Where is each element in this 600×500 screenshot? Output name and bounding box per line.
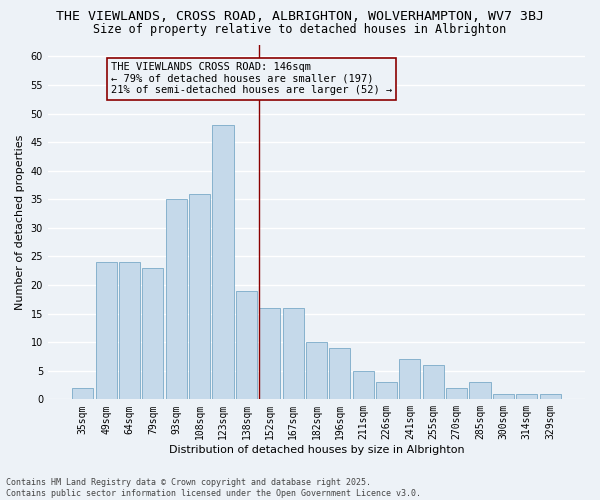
- Bar: [400, 360, 421, 400]
- Bar: [353, 371, 374, 400]
- Text: Size of property relative to detached houses in Albrighton: Size of property relative to detached ho…: [94, 22, 506, 36]
- X-axis label: Distribution of detached houses by size in Albrighton: Distribution of detached houses by size …: [169, 445, 464, 455]
- Bar: [236, 290, 257, 400]
- Bar: [283, 308, 304, 400]
- Bar: [189, 194, 210, 400]
- Bar: [95, 262, 117, 400]
- Bar: [376, 382, 397, 400]
- Bar: [212, 125, 233, 400]
- Bar: [329, 348, 350, 400]
- Text: THE VIEWLANDS CROSS ROAD: 146sqm
← 79% of detached houses are smaller (197)
21% : THE VIEWLANDS CROSS ROAD: 146sqm ← 79% o…: [111, 62, 392, 96]
- Bar: [423, 365, 444, 400]
- Bar: [516, 394, 537, 400]
- Bar: [166, 200, 187, 400]
- Bar: [259, 308, 280, 400]
- Bar: [469, 382, 491, 400]
- Bar: [539, 394, 560, 400]
- Bar: [493, 394, 514, 400]
- Bar: [446, 388, 467, 400]
- Text: THE VIEWLANDS, CROSS ROAD, ALBRIGHTON, WOLVERHAMPTON, WV7 3BJ: THE VIEWLANDS, CROSS ROAD, ALBRIGHTON, W…: [56, 10, 544, 23]
- Bar: [142, 268, 163, 400]
- Bar: [306, 342, 327, 400]
- Bar: [73, 388, 94, 400]
- Text: Contains HM Land Registry data © Crown copyright and database right 2025.
Contai: Contains HM Land Registry data © Crown c…: [6, 478, 421, 498]
- Y-axis label: Number of detached properties: Number of detached properties: [15, 134, 25, 310]
- Bar: [119, 262, 140, 400]
